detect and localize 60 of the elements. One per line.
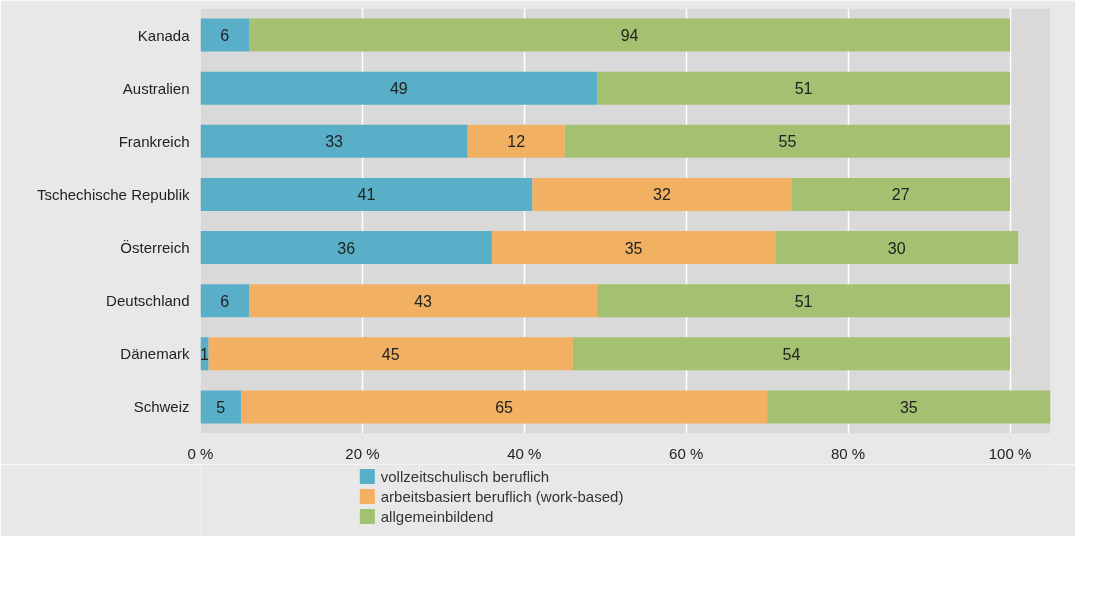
bar	[597, 71, 1011, 105]
bar	[240, 390, 768, 424]
data-label: 54	[782, 345, 801, 363]
bar	[532, 177, 792, 211]
data-label: 12	[507, 133, 526, 151]
bar	[200, 18, 250, 52]
x-tick-label: 80 %	[831, 444, 866, 462]
bar	[200, 71, 598, 105]
bar	[249, 284, 598, 318]
bar	[491, 231, 776, 265]
data-label: 43	[414, 292, 433, 310]
y-tick-label: Frankreich	[118, 132, 190, 150]
legend-label: vollzeitschulisch beruflich	[380, 468, 550, 485]
bar	[208, 337, 573, 371]
data-label: 51	[794, 80, 813, 98]
data-label: 6	[220, 292, 230, 310]
bar	[767, 390, 1051, 424]
bar	[791, 177, 1011, 211]
data-label: 33	[325, 133, 344, 151]
x-tick-label: 100 %	[988, 444, 1032, 462]
bar	[564, 124, 1011, 158]
y-tick-label: Deutschland	[106, 292, 190, 310]
data-label: 1	[200, 345, 210, 363]
bar	[200, 284, 250, 318]
y-tick-label: Schweiz	[133, 398, 190, 416]
bar	[200, 231, 492, 265]
data-label: 94	[620, 27, 639, 45]
data-label: 30	[887, 239, 906, 257]
x-tick-label: 20 %	[345, 444, 380, 462]
bar	[200, 124, 468, 158]
y-tick-label: Kanada	[137, 26, 191, 44]
data-label: 51	[794, 292, 813, 310]
bar	[200, 177, 533, 211]
data-label: 27	[891, 186, 910, 204]
bar	[467, 124, 565, 158]
data-label: 6	[220, 27, 230, 45]
x-tick-label: 0 %	[187, 444, 214, 462]
bar	[249, 18, 1011, 52]
data-label: 45	[381, 345, 400, 363]
data-label: 35	[899, 398, 918, 416]
y-tick-label: Österreich	[120, 239, 190, 257]
y-tick-label: Dänemark	[120, 345, 190, 363]
data-label: 49	[389, 80, 408, 98]
x-tick-label: 60 %	[669, 444, 704, 462]
bar	[200, 390, 241, 424]
y-tick-label: Tschechische Republik	[36, 185, 190, 203]
data-label: 35	[624, 239, 643, 257]
legend-label: allgemeinbildend	[380, 508, 494, 525]
bar	[572, 337, 1011, 371]
data-label: 36	[337, 239, 356, 257]
bar	[775, 231, 1019, 265]
data-label: 32	[653, 186, 671, 204]
legend-label: arbeitsbasiert beruflich (work-based)	[380, 488, 624, 505]
y-tick-label: Australien	[122, 79, 190, 97]
data-label: 41	[357, 186, 376, 204]
bar	[597, 284, 1011, 318]
data-label: 65	[495, 398, 514, 416]
data-label: 55	[778, 133, 797, 151]
data-label: 5	[216, 398, 226, 416]
x-tick-label: 40 %	[507, 444, 542, 462]
